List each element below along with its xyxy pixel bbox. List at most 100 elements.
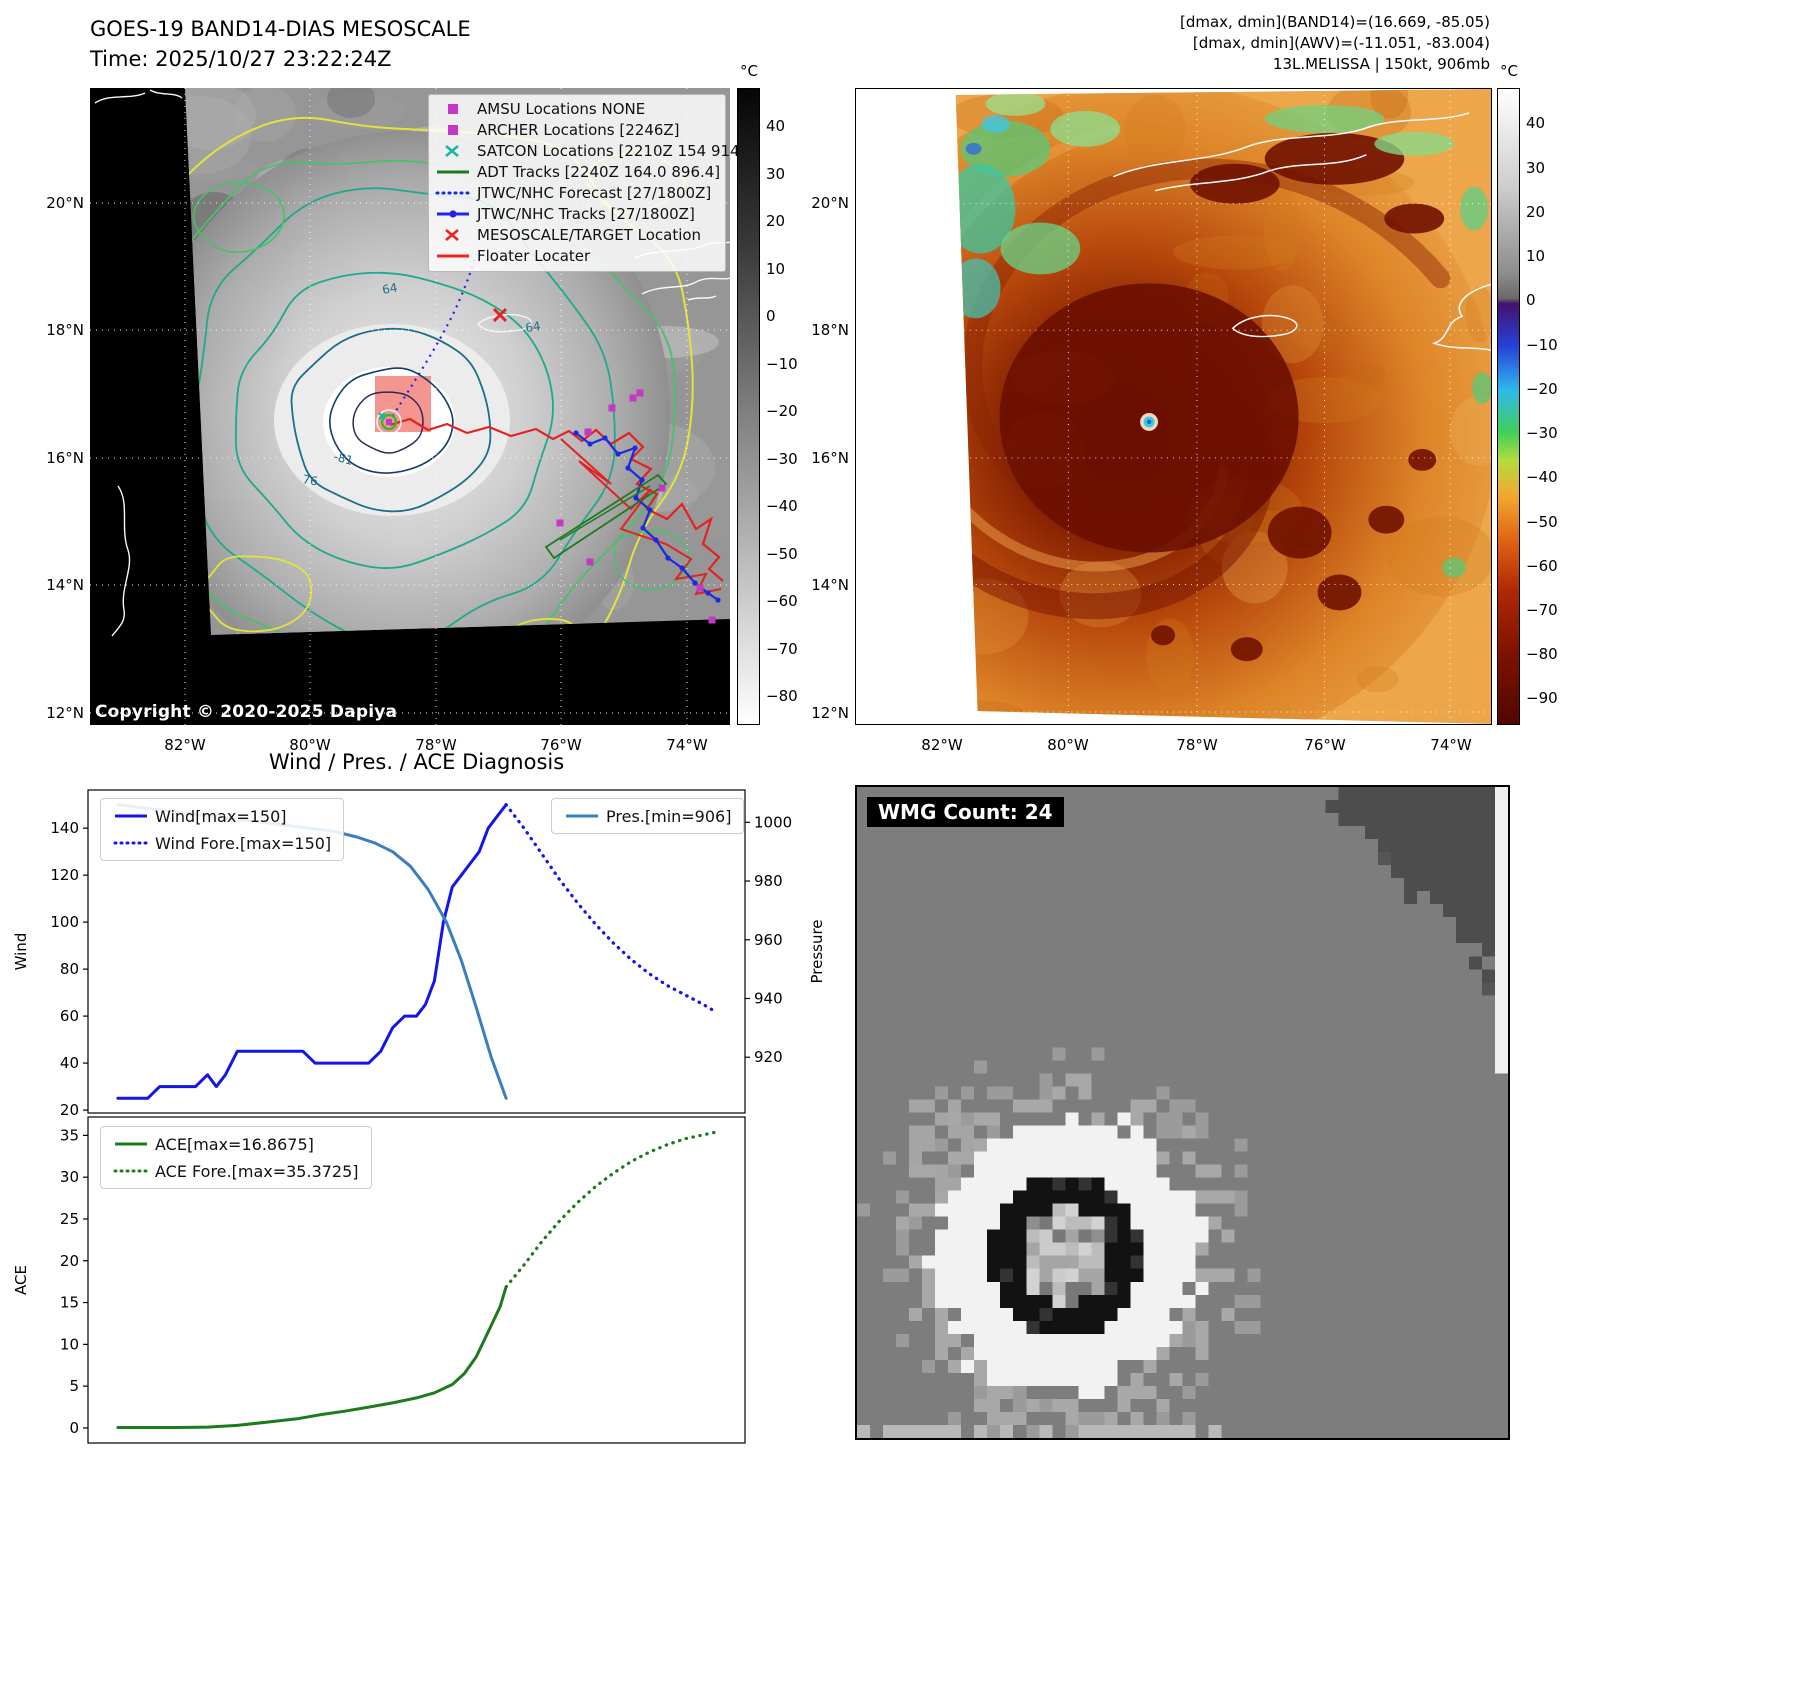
map-legend-item: ARCHER Locations [2246Z] [435,120,717,140]
colorbar-tick-label: −20 [1526,379,1558,398]
map-legend: AMSU Locations NONE ARCHER Locations [224… [428,94,745,272]
colorbar-tick-label: −60 [1526,556,1558,575]
colorbar-tick-label: −50 [1526,512,1558,531]
lon-tick-label: 82°W [164,736,206,754]
lat-tick-label: 16°N [811,449,849,467]
lat-tick-label: 12°N [46,704,84,722]
lat-tick-label: 14°N [811,576,849,594]
colorbar-tick-label: −50 [766,544,798,563]
y-tick-label: 20 [60,1101,79,1116]
lat-tick-label: 16°N [46,449,84,467]
wind-legend: Wind[max=150] Wind Fore.[max=150] [100,798,345,861]
colorbar-tick-label: −10 [1526,335,1558,354]
series-wind [116,803,508,1100]
y-axis-label: Pressure [808,919,826,983]
colorbar-tick-label: −20 [766,402,798,421]
series-ace-fore- [504,1130,717,1289]
colorbar-tick-label: −30 [766,449,798,468]
colorbar-tick-label: −80 [766,687,798,706]
ace-legend: ACE[max=16.8675] ACE Fore.[max=35.3725] [100,1126,372,1189]
y-tick-label: 100 [50,913,79,931]
map-legend-item: ADT Tracks [2240Z 164.0 896.4] [437,163,721,181]
y-tick-label: 20 [60,1252,79,1270]
wmg-count-label: WMG Count: 24 [867,797,1064,827]
y-tick-label: 920 [754,1048,783,1066]
series-wind-fore- [504,803,717,1013]
colorbar-tick-label: −90 [1526,689,1558,708]
pressure-legend: Pres.[min=906] [551,798,745,834]
cloud-imagery [185,88,730,635]
colorbar-right [1497,88,1520,725]
lon-tick-label: 74°W [666,736,708,754]
page-subtitle-time: Time: 2025/10/27 23:22:24Z [90,47,392,71]
copyright-label: Copyright © 2020-2025 Dapiya [95,702,398,722]
y-tick-label: 140 [50,819,79,837]
legend-item: Wind Fore.[max=150] [113,833,332,853]
y-tick-label: 25 [60,1210,79,1228]
map-legend-item: MESOSCALE/TARGET Location [435,225,717,245]
map-legend-item: Floater Locater [437,247,591,265]
stat-band14: [dmax, dmin](BAND14)=(16.669, -85.05) [1179,13,1490,31]
lat-tick-label: 20°N [46,194,84,212]
legend-item: Pres.[min=906] [566,806,732,826]
y-tick-label: 5 [69,1377,79,1395]
contour-label: 76 [301,472,318,488]
colorbar-tick-label: 10 [1526,247,1546,266]
y-axis-label: Wind [12,933,30,971]
colorbar-tick-label: 0 [1526,291,1536,310]
lat-tick-label: 20°N [811,194,849,212]
lat-tick-label: 18°N [811,321,849,339]
series-ace [116,1285,508,1429]
map-legend-item: SATCON Locations [2210Z 154 914] [435,141,745,161]
y-tick-label: 60 [60,1007,79,1025]
y-tick-label: 960 [754,931,783,949]
y-tick-label: 980 [754,872,783,890]
map-legend-item: AMSU Locations NONE [435,99,717,119]
ir-imagery [955,89,1491,724]
storm-tracks [388,253,724,603]
contour-label: 64 [524,319,541,335]
colorbar-tick-label: 0 [766,307,776,326]
color-ir-map-image [856,89,1492,724]
lon-tick-label: 80°W [1047,736,1089,754]
map-legend-item: JTWC/NHC Forecast [27/1800Z] [435,184,712,202]
colorbar-right-unit: °C [1500,62,1518,80]
colorbar-tick-label: −60 [766,592,798,611]
lon-tick-label: 76°W [1304,736,1346,754]
y-tick-label: 10 [60,1335,79,1353]
y-tick-label: 15 [60,1294,79,1312]
graticule [856,89,1491,724]
y-tick-label: 1000 [754,813,792,831]
map-left-header: GOES-19 BAND14-DIAS MESOSCALE Time: 2025… [90,14,471,74]
y-tick-label: 35 [60,1126,79,1144]
wmg-pixel-image [857,787,1508,1438]
lon-tick-label: 78°W [1176,736,1218,754]
colorbar-tick-label: 20 [1526,202,1546,221]
stat-awv: [dmax, dmin](AWV)=(-11.051, -83.004) [1192,34,1490,52]
y-tick-label: 940 [754,989,783,1007]
contour-label: -81 [332,449,355,468]
colorbar-tick-label: 40 [766,117,786,136]
lon-tick-label: 80°W [289,736,331,754]
map-left-panel: 64 -81 76 64 AMSU Locations NONE ARCHER Loca… [90,88,745,725]
map-legend-item: JTWC/NHC Tracks [27/1800Z] [435,204,717,224]
y-tick-label: 120 [50,866,79,884]
y-axis-label: ACE [12,1265,30,1295]
wmg-panel: WMG Count: 24 [855,785,1510,1440]
lon-tick-label: 78°W [415,736,457,754]
lat-tick-label: 18°N [46,321,84,339]
colorbar-tick-label: −40 [766,497,798,516]
colorbar-tick-label: 30 [1526,158,1546,177]
fix-markers [376,307,716,624]
storm-id-intensity: 13L.MELISSA | 150kt, 906mb [1272,55,1490,73]
lon-tick-label: 82°W [921,736,963,754]
legend-item: Wind[max=150] [115,806,287,826]
colorbar-tick-label: 10 [766,259,786,278]
coastlines [1112,112,1492,351]
colorbar-tick-label: −30 [1526,424,1558,443]
y-tick-label: 0 [69,1419,79,1437]
contour-label: 64 [381,281,398,297]
colorbar-left [737,88,760,725]
colorbar-tick-label: −40 [1526,468,1558,487]
